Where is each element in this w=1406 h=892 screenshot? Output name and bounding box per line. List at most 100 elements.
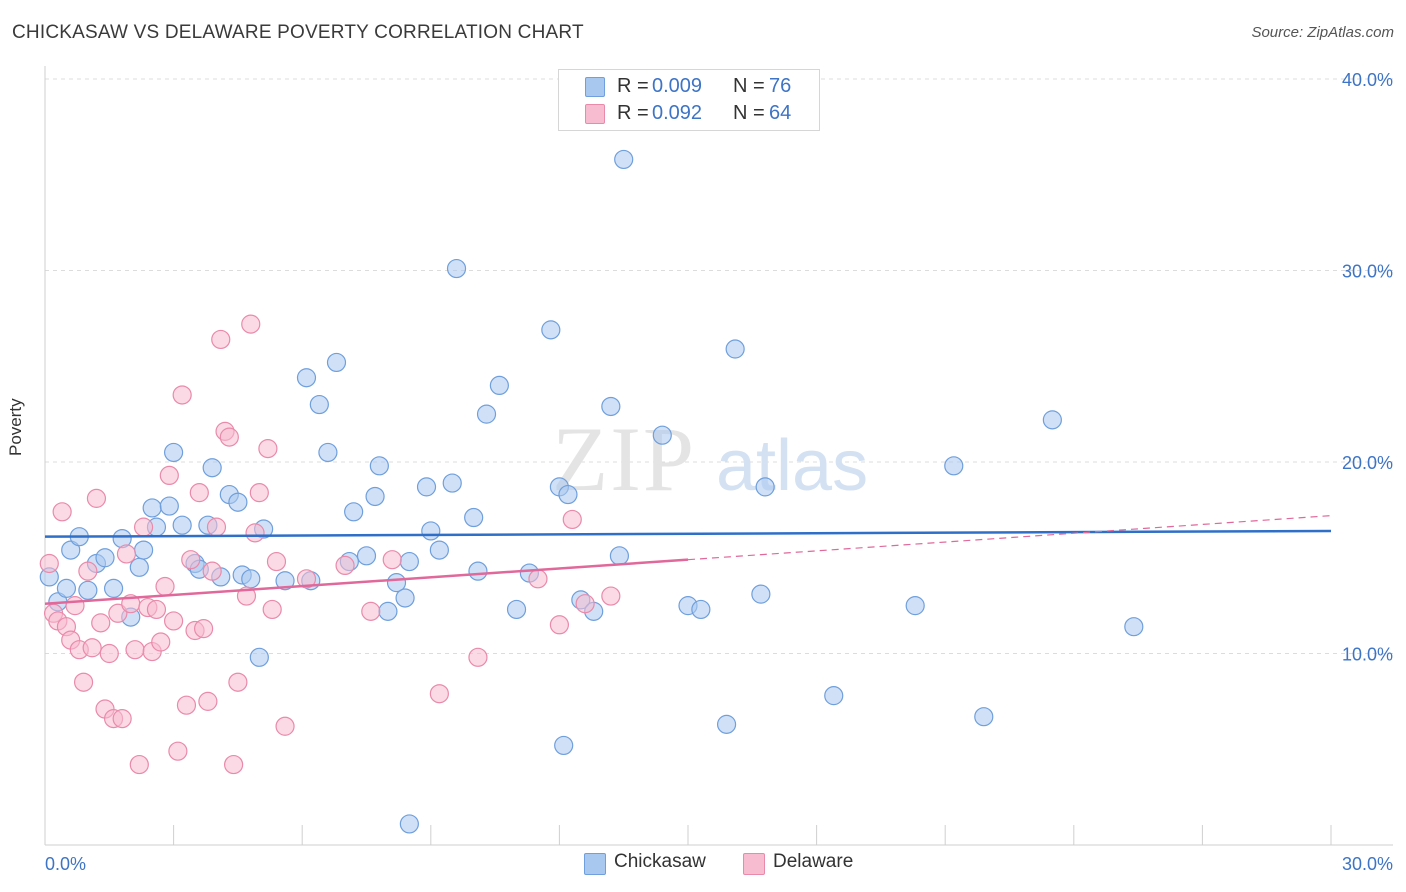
- delaware-point: [189, 483, 209, 503]
- delaware-point: [275, 716, 295, 736]
- delaware-point: [155, 576, 175, 597]
- delaware-point: [601, 586, 621, 606]
- chickasaw-point: [905, 596, 925, 616]
- chickasaw-point: [429, 540, 449, 560]
- delaware-point: [108, 603, 128, 623]
- chickasaw-point: [468, 561, 488, 581]
- delaware-point: [125, 640, 145, 660]
- delaware-point: [262, 599, 282, 620]
- chickasaw-point: [326, 352, 347, 373]
- delaware-point: [86, 488, 107, 508]
- delaware-point: [82, 638, 102, 658]
- data-points: [39, 149, 1144, 834]
- axes: [44, 66, 1393, 846]
- chickasaw-point: [399, 551, 419, 572]
- delaware-point: [249, 483, 269, 503]
- chickasaw-point: [378, 601, 398, 621]
- chickasaw-point: [974, 707, 994, 727]
- delaware-point: [361, 601, 381, 621]
- delaware-point: [181, 550, 201, 570]
- delaware-point: [266, 551, 287, 572]
- chickasaw-point: [442, 473, 462, 493]
- chickasaw-point: [464, 507, 484, 528]
- chickasaw-point: [558, 484, 578, 505]
- r-label: R =: [617, 75, 649, 97]
- chickasaw-point: [1124, 617, 1144, 637]
- x-tick-label: 0.0%: [45, 854, 86, 874]
- delaware-point: [176, 695, 197, 715]
- delaware-point: [236, 586, 257, 606]
- chickasaw-point: [103, 578, 124, 598]
- delaware-point: [168, 741, 188, 761]
- chickasaw-point: [369, 456, 389, 476]
- watermark: ZIP atlas: [552, 408, 868, 510]
- delaware-point: [549, 615, 570, 635]
- chickasaw-point: [78, 580, 98, 600]
- delaware-point: [112, 709, 132, 729]
- delaware-point: [164, 611, 184, 631]
- legend-label: Chickasaw: [614, 851, 706, 872]
- delaware-swatch: [585, 104, 605, 124]
- legend-label: Delaware: [773, 851, 854, 872]
- delaware-point: [296, 569, 317, 589]
- delaware-point: [78, 561, 98, 581]
- n-label: N =: [733, 75, 765, 97]
- trend-lines: [44, 515, 1332, 605]
- chickasaw-point: [395, 588, 415, 608]
- r-value: 0.092: [652, 102, 703, 124]
- n-label: N =: [733, 102, 765, 124]
- delaware-point: [129, 754, 149, 775]
- delaware-point: [194, 619, 214, 639]
- delaware-point: [202, 561, 222, 581]
- chickasaw-point: [824, 686, 844, 706]
- chickasaw-point: [318, 442, 338, 463]
- chickasaw-point: [716, 714, 737, 734]
- chickasaw-point: [614, 149, 634, 170]
- chickasaw-point: [142, 498, 162, 518]
- chickasaw-point: [725, 339, 745, 359]
- chickasaw-point: [751, 584, 771, 604]
- delaware-point: [258, 438, 278, 459]
- delaware-point: [151, 632, 171, 652]
- delaware-point: [172, 385, 192, 405]
- y-tick-label: 40.0%: [1342, 70, 1393, 90]
- chickasaw-point: [228, 492, 248, 512]
- chickasaw-point: [652, 425, 672, 445]
- chickasaw-point: [1042, 410, 1062, 430]
- chickasaw-point: [61, 540, 81, 560]
- delaware-point: [198, 691, 218, 711]
- chickasaw-point: [416, 477, 437, 497]
- chickasaw-point: [601, 396, 621, 417]
- delaware-point: [133, 517, 154, 537]
- delaware-point: [99, 643, 119, 664]
- delaware-point: [91, 613, 111, 633]
- chickasaw-point: [506, 599, 527, 620]
- delaware-point: [159, 465, 179, 486]
- chickasaw-point: [159, 496, 179, 516]
- r-value: 0.009: [652, 75, 703, 97]
- chickasaw-point: [56, 578, 77, 598]
- x-tick-label: 30.0%: [1342, 854, 1393, 874]
- delaware-point: [211, 329, 231, 350]
- chickasaw-point: [296, 368, 317, 388]
- chickasaw-point: [133, 540, 154, 560]
- delaware-trend-extension: [687, 515, 1332, 561]
- n-value: 64: [769, 102, 792, 124]
- chickasaw-point: [95, 548, 115, 568]
- delaware-point: [429, 684, 449, 704]
- delaware-point: [241, 314, 261, 334]
- chickasaw-point: [241, 569, 261, 589]
- tick-labels: 10.0% 20.0% 30.0% 40.0% 0.0% 30.0%: [45, 70, 1393, 874]
- chickasaw-swatch: [585, 77, 605, 97]
- chickasaw-point: [421, 521, 441, 541]
- delaware-swatch: [743, 853, 765, 875]
- chickasaw-point: [344, 502, 364, 522]
- delaware-point: [382, 550, 402, 570]
- y-tick-label: 10.0%: [1342, 645, 1393, 665]
- delaware-point: [52, 502, 72, 522]
- chickasaw-point: [446, 258, 467, 279]
- delaware-point: [468, 647, 488, 667]
- chickasaw-point: [275, 571, 295, 591]
- chart-title: CHICKASAW VS DELAWARE POVERTY CORRELATIO…: [12, 22, 584, 43]
